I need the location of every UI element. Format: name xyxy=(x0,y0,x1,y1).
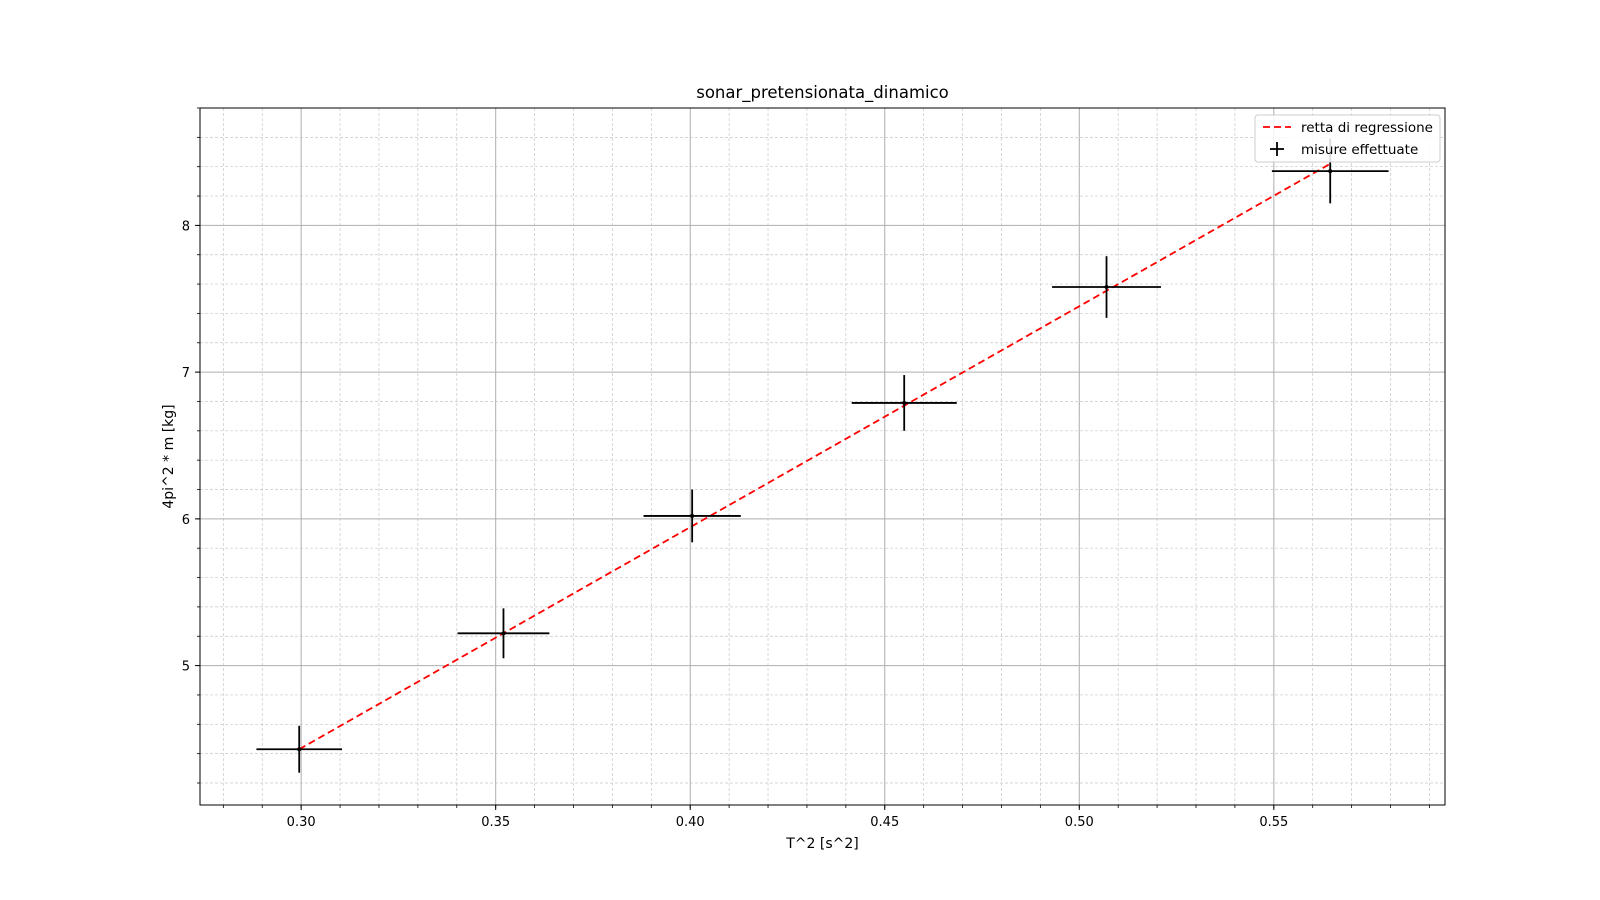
data-point xyxy=(297,747,302,752)
errorbar-point xyxy=(851,375,957,431)
errorbar-point xyxy=(1052,256,1161,318)
regression-line xyxy=(298,162,1331,751)
legend-label-regression: retta di regressione xyxy=(1301,120,1433,136)
y-tick-label: 7 xyxy=(182,366,190,381)
data-point xyxy=(690,513,695,518)
y-axis-label: 4pi^2 * m [kg] xyxy=(161,404,177,508)
data-point xyxy=(1104,285,1109,290)
x-tick-label: 0.45 xyxy=(870,815,899,830)
x-axis-label: T^2 [s^2] xyxy=(785,836,859,852)
errorbar-point xyxy=(643,489,741,543)
legend-errorbar-swatch xyxy=(1270,142,1284,156)
grid xyxy=(200,107,1445,805)
data-point xyxy=(1328,169,1333,174)
legend-label-measurements: misure effettuate xyxy=(1301,142,1418,158)
errorbar-point xyxy=(256,725,343,773)
legend-box xyxy=(1254,114,1441,163)
x-tick-label: 0.50 xyxy=(1065,815,1094,830)
x-tick-label: 0.35 xyxy=(481,815,510,830)
plot-series xyxy=(256,138,1389,773)
legend: retta di regressione misure effettuate xyxy=(1254,114,1441,163)
data-point xyxy=(501,631,506,636)
axis-ticks: 0.30 0.35 0.40 0.45 0.50 0.55 5 6 7 8 xyxy=(182,107,1430,830)
x-tick-label: 0.30 xyxy=(287,815,316,830)
chart-title: sonar_pretensionata_dinamico xyxy=(696,83,949,103)
y-tick-label: 5 xyxy=(182,660,190,675)
x-tick-label: 0.40 xyxy=(676,815,705,830)
plot-frame xyxy=(199,107,1446,806)
data-point xyxy=(902,400,907,405)
x-tick-label: 0.55 xyxy=(1259,815,1288,830)
y-tick-label: 6 xyxy=(182,513,190,528)
errorbar-point xyxy=(457,608,550,659)
y-tick-label: 8 xyxy=(182,219,190,234)
